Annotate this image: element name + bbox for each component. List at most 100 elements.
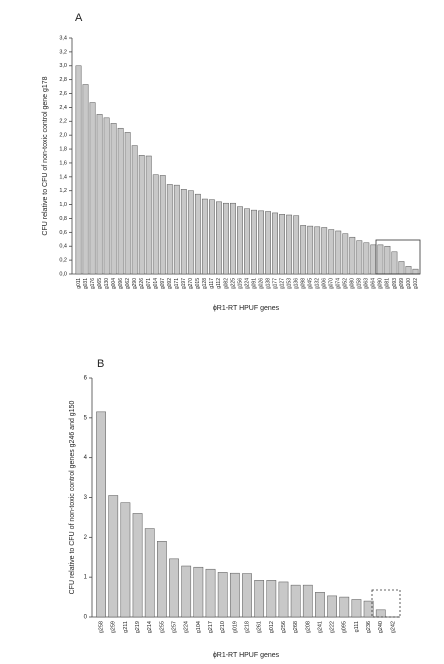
x-tick-label: g130 bbox=[104, 278, 110, 289]
bar bbox=[75, 65, 82, 275]
x-axis-label: ϕR1-RT HPUF genes bbox=[213, 652, 280, 659]
bar bbox=[405, 266, 412, 275]
bar bbox=[251, 209, 257, 275]
x-tick-label: g257 bbox=[171, 621, 177, 633]
bar bbox=[159, 175, 166, 275]
y-tick-label: 1,8 bbox=[59, 147, 67, 153]
x-tick-label: g091 bbox=[251, 278, 257, 289]
x-tick-label: g015 bbox=[195, 278, 201, 289]
x-tick-label: g014 bbox=[153, 278, 159, 289]
bar bbox=[398, 261, 405, 275]
x-tick-label: g128 bbox=[202, 278, 208, 289]
bar bbox=[181, 565, 192, 618]
bar bbox=[205, 568, 216, 618]
bar bbox=[201, 198, 208, 275]
x-tick-label: g158 bbox=[357, 278, 363, 289]
bar bbox=[103, 117, 110, 275]
bar bbox=[193, 566, 204, 618]
x-tick-label: g026 bbox=[258, 278, 264, 289]
y-tick-label: 3,2 bbox=[59, 49, 67, 55]
bar bbox=[272, 212, 278, 275]
x-tick-label: g177 bbox=[272, 278, 278, 289]
x-tick-label: g104 bbox=[196, 621, 202, 633]
x-tick-label: g092 bbox=[167, 278, 173, 289]
bar bbox=[82, 84, 89, 275]
bar bbox=[96, 114, 103, 275]
y-tick-label: 0,2 bbox=[59, 258, 67, 264]
bar bbox=[377, 244, 384, 275]
x-tick-label: g111 bbox=[354, 621, 360, 632]
x-tick-label: g074 bbox=[336, 278, 342, 289]
x-tick-label: g093 bbox=[392, 278, 398, 289]
x-tick-label: g208 bbox=[305, 621, 311, 633]
bar bbox=[391, 251, 398, 275]
bar bbox=[370, 244, 377, 275]
bar bbox=[229, 572, 240, 618]
bar bbox=[89, 102, 96, 275]
x-tick-label: g258 bbox=[99, 621, 105, 633]
y-tick-label: 6 bbox=[84, 376, 88, 382]
x-tick-label: g063 bbox=[364, 278, 370, 289]
x-tick-label: g132 bbox=[315, 278, 321, 289]
bar bbox=[144, 528, 155, 618]
x-tick-label: g224 bbox=[184, 621, 190, 633]
x-tick-label: g080 bbox=[350, 278, 356, 289]
y-tick-label: 5 bbox=[84, 415, 88, 421]
y-tick-label: 2,6 bbox=[59, 91, 67, 97]
bar bbox=[230, 202, 236, 275]
x-tick-label: g242 bbox=[390, 621, 396, 633]
x-tick-label: g240 bbox=[378, 621, 384, 633]
bar bbox=[363, 600, 374, 618]
x-tick-label: g241 bbox=[317, 621, 323, 633]
bar bbox=[300, 225, 307, 275]
bar bbox=[166, 184, 173, 275]
bar bbox=[328, 229, 335, 275]
x-tick-label: g153 bbox=[286, 278, 292, 289]
x-tick-label: g136 bbox=[293, 278, 299, 289]
bar bbox=[169, 558, 179, 618]
y-tick-label: 1,4 bbox=[59, 174, 67, 180]
y-tick-label: 2,8 bbox=[59, 77, 67, 83]
y-tick-label: 1,0 bbox=[59, 202, 67, 208]
bar bbox=[120, 502, 131, 618]
y-tick-label: 3 bbox=[84, 495, 88, 501]
x-tick-label: g070 bbox=[329, 278, 335, 289]
x-tick-label: g138 bbox=[265, 278, 271, 289]
x-tick-label: g012 bbox=[269, 621, 275, 633]
x-tick-label: g099 bbox=[399, 278, 405, 289]
x-tick-label: g255 bbox=[159, 621, 165, 633]
x-tick-label: g236 bbox=[366, 621, 372, 633]
bar bbox=[138, 155, 145, 275]
bar bbox=[278, 581, 289, 618]
x-tick-label: g219 bbox=[135, 621, 141, 633]
x-tick-label: g222 bbox=[330, 621, 336, 633]
y-tick-label: 0 bbox=[84, 615, 88, 621]
x-tick-label: g062 bbox=[125, 278, 131, 289]
bar bbox=[286, 214, 293, 275]
x-tick-label: g102 bbox=[413, 278, 419, 289]
x-tick-label: g006 bbox=[322, 278, 328, 289]
x-tick-label: g082 bbox=[223, 278, 229, 289]
x-axis-label: ϕR1-RT HPUF genes bbox=[213, 305, 280, 312]
bar bbox=[117, 127, 124, 275]
x-tick-label: g095 bbox=[342, 621, 348, 633]
x-tick-label: g261 bbox=[257, 621, 263, 633]
x-tick-label: g270 bbox=[188, 278, 194, 289]
y-tick-label: 4 bbox=[84, 455, 88, 461]
bar bbox=[157, 541, 167, 618]
y-axis-label: CFU relative to CFU of non-toxic control… bbox=[69, 401, 76, 595]
bar bbox=[351, 599, 362, 618]
panel-label: B bbox=[97, 358, 104, 370]
bar bbox=[307, 225, 314, 275]
bar bbox=[180, 189, 187, 275]
bar bbox=[315, 592, 325, 618]
bar bbox=[237, 206, 243, 275]
x-tick-label: g098 bbox=[300, 278, 306, 289]
highlight-box bbox=[371, 589, 401, 618]
x-tick-label: g112 bbox=[216, 278, 222, 289]
x-tick-label: g171 bbox=[174, 278, 180, 289]
bar bbox=[145, 155, 152, 275]
bar bbox=[412, 268, 419, 275]
bar bbox=[349, 236, 356, 275]
x-tick-label: g045 bbox=[308, 278, 314, 289]
